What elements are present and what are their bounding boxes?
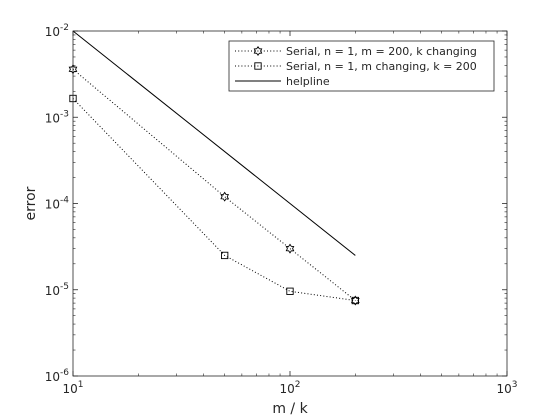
x-tick-label: 101 [62, 380, 83, 396]
series-line-3 [72, 30, 356, 256]
series-line-1 [72, 68, 356, 301]
series-2-point [221, 251, 229, 260]
x-tick-label: 102 [279, 380, 300, 396]
y-tick-label: 10-4 [45, 196, 70, 212]
legend-marker-2 [254, 62, 262, 70]
series-2-point [351, 296, 359, 305]
y-tick-label: 10-3 [45, 109, 69, 125]
legend-label-3: helpline [286, 75, 330, 88]
x-tick-label: 103 [496, 380, 517, 396]
tick-labels: 101 102 103 10-6 10-5 10-4 10-3 10-2 [45, 23, 518, 396]
legend-box [228, 40, 495, 92]
y-tick-label: 10-5 [45, 282, 69, 298]
y-axis-title: error [23, 186, 39, 220]
series-1-point [220, 191, 230, 202]
legend-label-2: Serial, n = 1, m changing, k = 200 [286, 60, 477, 73]
legend: Serial, n = 1, m = 200, k changing Serial… [228, 40, 495, 92]
axes [72, 30, 508, 377]
y-tick-label: 10-6 [45, 368, 70, 384]
x-axis-title: m / k [272, 401, 308, 417]
series-line-2 [72, 98, 356, 302]
series-1-point [285, 243, 295, 254]
series-2-point [286, 287, 294, 295]
legend-marker-1 [253, 45, 263, 57]
legend-label-1: Serial, n = 1, m = 200, k changing [286, 45, 477, 58]
y-tick-label: 10-2 [45, 23, 69, 39]
plot-area [68, 30, 360, 306]
